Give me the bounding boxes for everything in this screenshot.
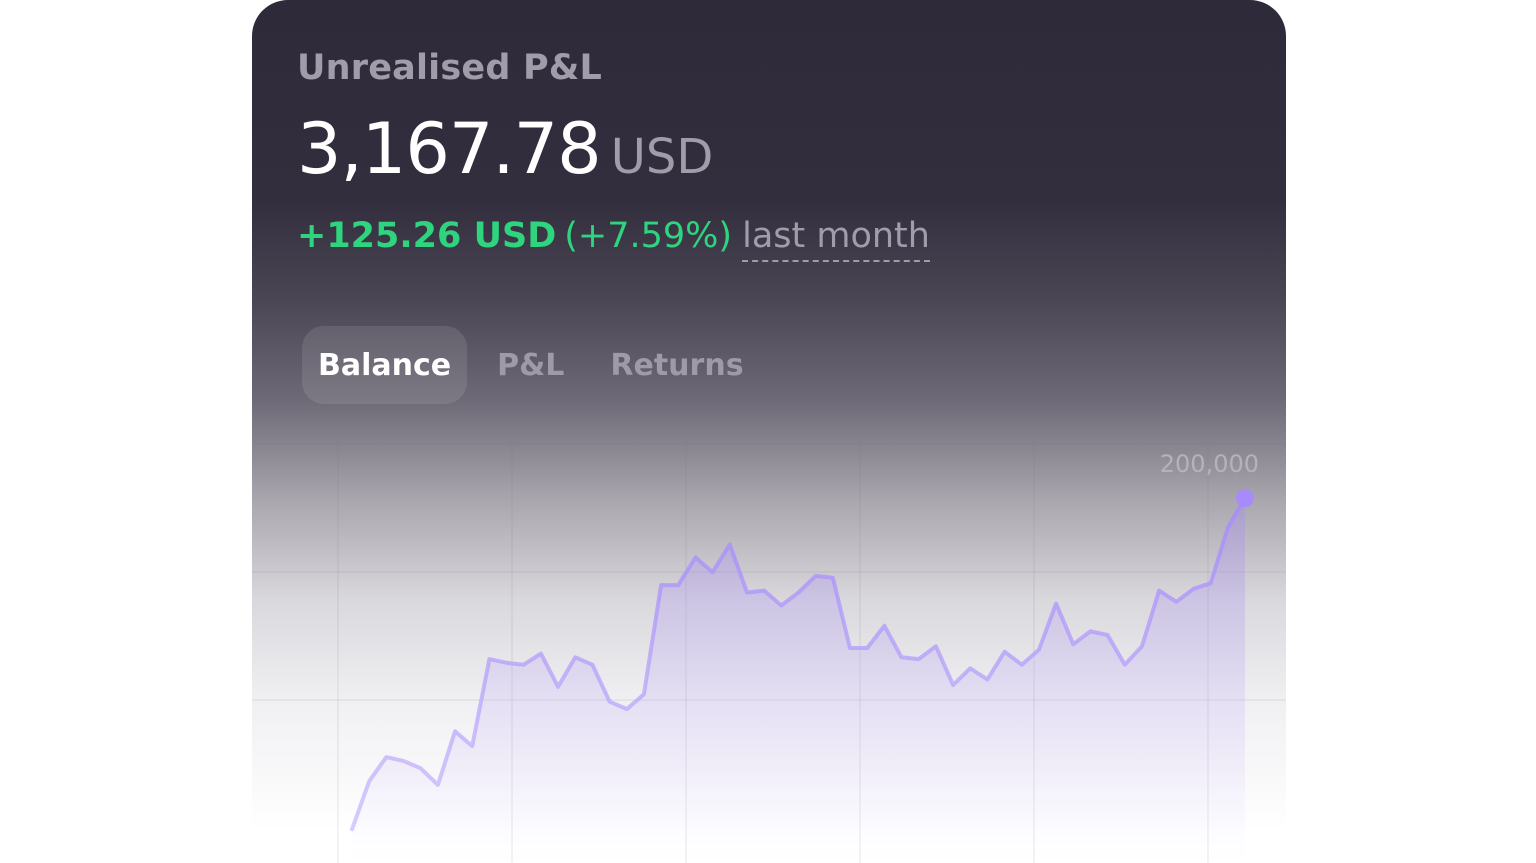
y-tick-label: 200,000 — [1160, 450, 1259, 478]
pnl-card: Unrealised P&L 3,167.78 USD +125.26 USD (+… — [252, 0, 1286, 863]
series-area — [352, 498, 1245, 863]
tab-balance[interactable]: Balance — [302, 326, 468, 404]
change-row: +125.26 USD (+7.59%) last month — [297, 216, 930, 262]
chart-tabs: Balance P&L Returns — [302, 326, 774, 404]
pnl-currency: USD — [610, 129, 714, 185]
balance-chart: 200,000 — [252, 440, 1286, 863]
series-line — [350, 496, 1247, 832]
change-percent: (+7.59%) — [564, 216, 733, 256]
pnl-amount: 3,167.78 — [297, 108, 602, 190]
tab-pnl[interactable]: P&L — [497, 347, 565, 383]
change-value: +125.26 USD — [297, 216, 557, 256]
period-selector[interactable]: last month — [742, 216, 930, 262]
card-title: Unrealised P&L — [297, 48, 603, 88]
last-point-marker — [1236, 489, 1254, 508]
amount-row: 3,167.78 USD — [297, 108, 713, 190]
tab-returns[interactable]: Returns — [610, 347, 744, 383]
